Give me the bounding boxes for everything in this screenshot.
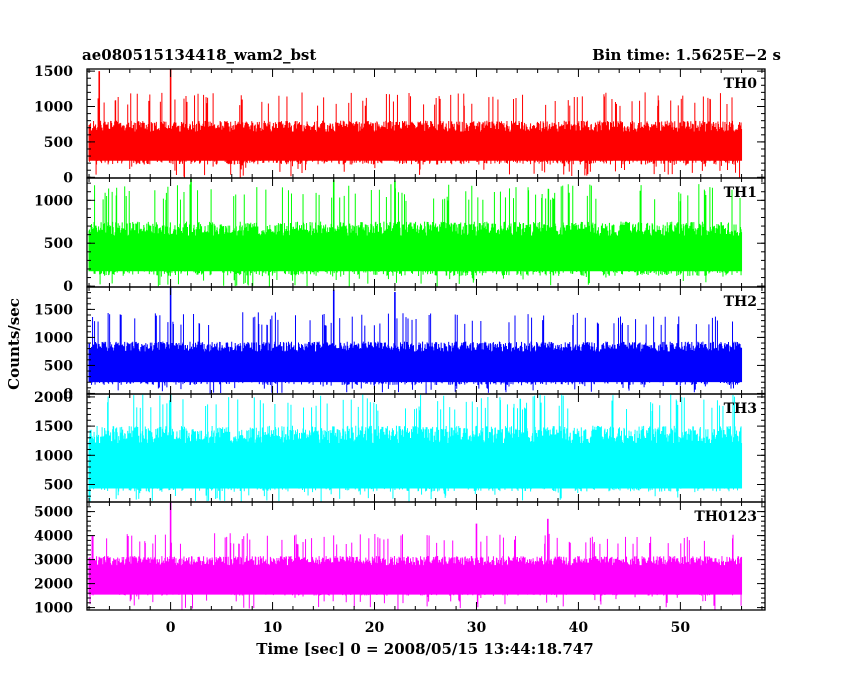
series-trace <box>88 92 743 178</box>
panel-frame <box>86 501 766 611</box>
x-axis-label: Time [sec] 0 = 2008/05/15 13:44:18.747 <box>256 640 593 658</box>
panel-th1: 0 500 1000 TH1 <box>34 177 766 295</box>
x-tick-label: 20 <box>365 620 385 636</box>
x-tick-label: 40 <box>569 620 589 636</box>
series-trace <box>88 394 743 502</box>
y-tick-label: 2000 <box>34 390 73 406</box>
y-tick-label: 0 <box>63 279 73 295</box>
series-trace <box>88 533 743 610</box>
y-tick-label: 1500 <box>34 419 73 435</box>
series-trace <box>88 312 743 394</box>
series-trace <box>88 184 743 287</box>
y-tick-label: 1000 <box>34 601 73 617</box>
panel-label: TH0123 <box>694 509 757 525</box>
y-tick-label: 1000 <box>34 193 73 209</box>
y-tick-label: 3000 <box>34 553 73 569</box>
x-tick-label: 50 <box>671 620 691 636</box>
panel-label: TH2 <box>724 294 757 310</box>
y-tick-label: 0 <box>63 386 73 402</box>
panel-label: TH1 <box>724 185 757 201</box>
y-tick-label: 1500 <box>34 64 73 80</box>
y-tick-label: 500 <box>44 477 73 493</box>
y-tick-label: 1000 <box>34 100 73 116</box>
y-tick-label: 1000 <box>34 448 73 464</box>
y-tick-label: 4000 <box>34 529 73 545</box>
y-axis-label: Counts/sec <box>5 298 23 390</box>
panel-th0123: 1000 2000 3000 4000 5000 TH0123 0 10 20 30 40 50 <box>34 501 766 636</box>
panel-label: TH3 <box>724 401 757 417</box>
panels-group: 050010001500TH005001000TH1050010001500TH… <box>34 64 766 636</box>
y-tick-label: 500 <box>44 135 73 151</box>
chart-title-left: ae080515134418_wam2_bst <box>82 46 316 64</box>
y-tick-label: 5000 <box>34 505 73 521</box>
panel-label: TH0 <box>724 76 758 92</box>
panel-th0: 0 500 1000 1500 TH0 <box>34 64 766 186</box>
panel-th2: 0 500 1000 1500 TH2 <box>34 286 766 402</box>
y-tick-label: 500 <box>44 236 73 252</box>
y-tick-label: 1500 <box>34 302 73 318</box>
x-tick-label: 0 <box>166 620 176 636</box>
y-tick-label: 0 <box>63 170 73 186</box>
y-tick-label: 500 <box>44 358 73 374</box>
x-tick-label: 10 <box>263 620 283 636</box>
y-tick-label: 1000 <box>34 330 73 346</box>
chart-title-right: Bin time: 1.5625E−2 s <box>592 46 781 64</box>
panel-th3: 500 1000 1500 2000 TH3 <box>34 390 766 503</box>
x-tick-label: 30 <box>467 620 487 636</box>
y-tick-label: 2000 <box>34 577 73 593</box>
